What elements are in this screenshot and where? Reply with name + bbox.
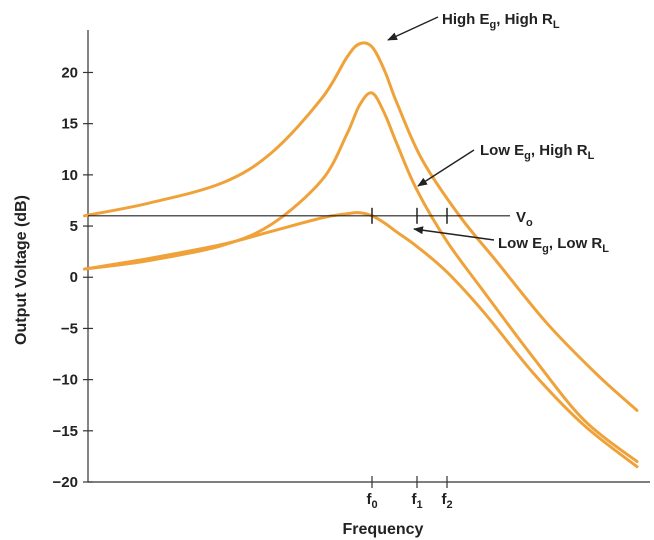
reference-line: Vo [88,207,533,229]
y-tick-label: 0 [70,269,78,286]
series-low-eg-low-rl [83,211,639,469]
y-axis: 20 15 10 5 0 −5 −10 −15 −20 [53,30,93,491]
x-tick-label: f1 [411,491,422,511]
annotation-low-eg-low-rl: Low Eg, Low RL [498,235,609,255]
y-tick-label: 5 [70,218,78,235]
annotation-high-eg-high-rl: High Eg, High RL [442,11,560,31]
vo-label: Vo [516,209,533,229]
y-tick-label: −5 [61,320,78,337]
y-tick-label: −15 [53,423,78,440]
x-tick-label: f0 [366,491,377,511]
series-high-eg-high-rl [83,41,639,412]
annotation-low-eg-high-rl: Low Eg, High RL [480,142,595,162]
y-tick-label: 20 [61,64,78,81]
x-axis-title: Frequency [343,521,424,538]
annotation-arrow [413,226,495,241]
annotation-arrow [417,149,475,187]
y-tick-label: 10 [61,167,78,184]
y-tick-label: 15 [61,116,78,133]
series-lines [83,41,639,469]
x-tick-label: f2 [441,491,452,511]
annotations: High Eg, High RL Low Eg, High RL Low Eg, L… [387,11,609,255]
y-axis-title: Output Voltage (dB) [13,195,30,345]
x-axis: f0 f1 f2 [88,476,650,511]
annotation-arrow [387,16,439,41]
y-tick-label: −10 [53,372,78,389]
y-tick-label: −20 [53,474,78,491]
